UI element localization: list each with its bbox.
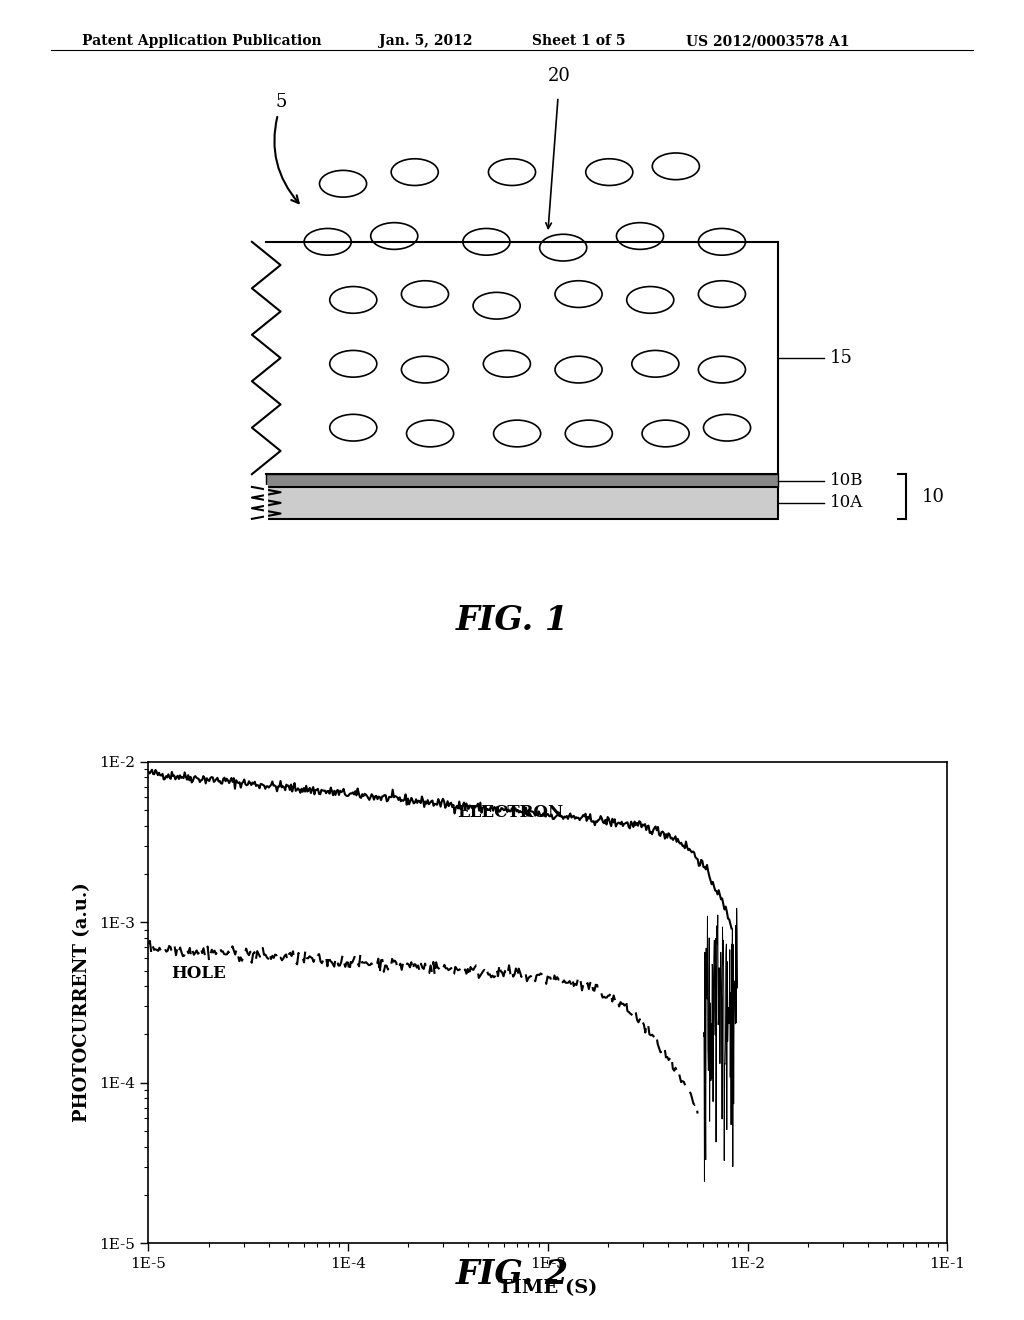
Text: FIG. 2: FIG. 2 (456, 1258, 568, 1291)
Bar (266, 487, 778, 519)
Bar (266, 242, 778, 474)
Text: Patent Application Publication: Patent Application Publication (82, 34, 322, 49)
Text: 10: 10 (922, 487, 944, 506)
Text: 10A: 10A (829, 495, 862, 511)
Text: US 2012/0003578 A1: US 2012/0003578 A1 (686, 34, 850, 49)
Y-axis label: PHOTOCURRENT (a.u.): PHOTOCURRENT (a.u.) (73, 883, 91, 1122)
Text: FIG. 1: FIG. 1 (456, 603, 568, 636)
Text: HOLE: HOLE (171, 965, 226, 982)
Text: 5: 5 (274, 94, 299, 203)
Text: 20: 20 (548, 67, 570, 84)
Text: 15: 15 (829, 348, 852, 367)
X-axis label: TIME (S): TIME (S) (498, 1279, 598, 1298)
Text: Sheet 1 of 5: Sheet 1 of 5 (532, 34, 626, 49)
Text: 10B: 10B (829, 473, 863, 488)
Bar (266, 474, 778, 487)
Text: ELECTRON: ELECTRON (457, 804, 563, 821)
Text: Jan. 5, 2012: Jan. 5, 2012 (379, 34, 472, 49)
